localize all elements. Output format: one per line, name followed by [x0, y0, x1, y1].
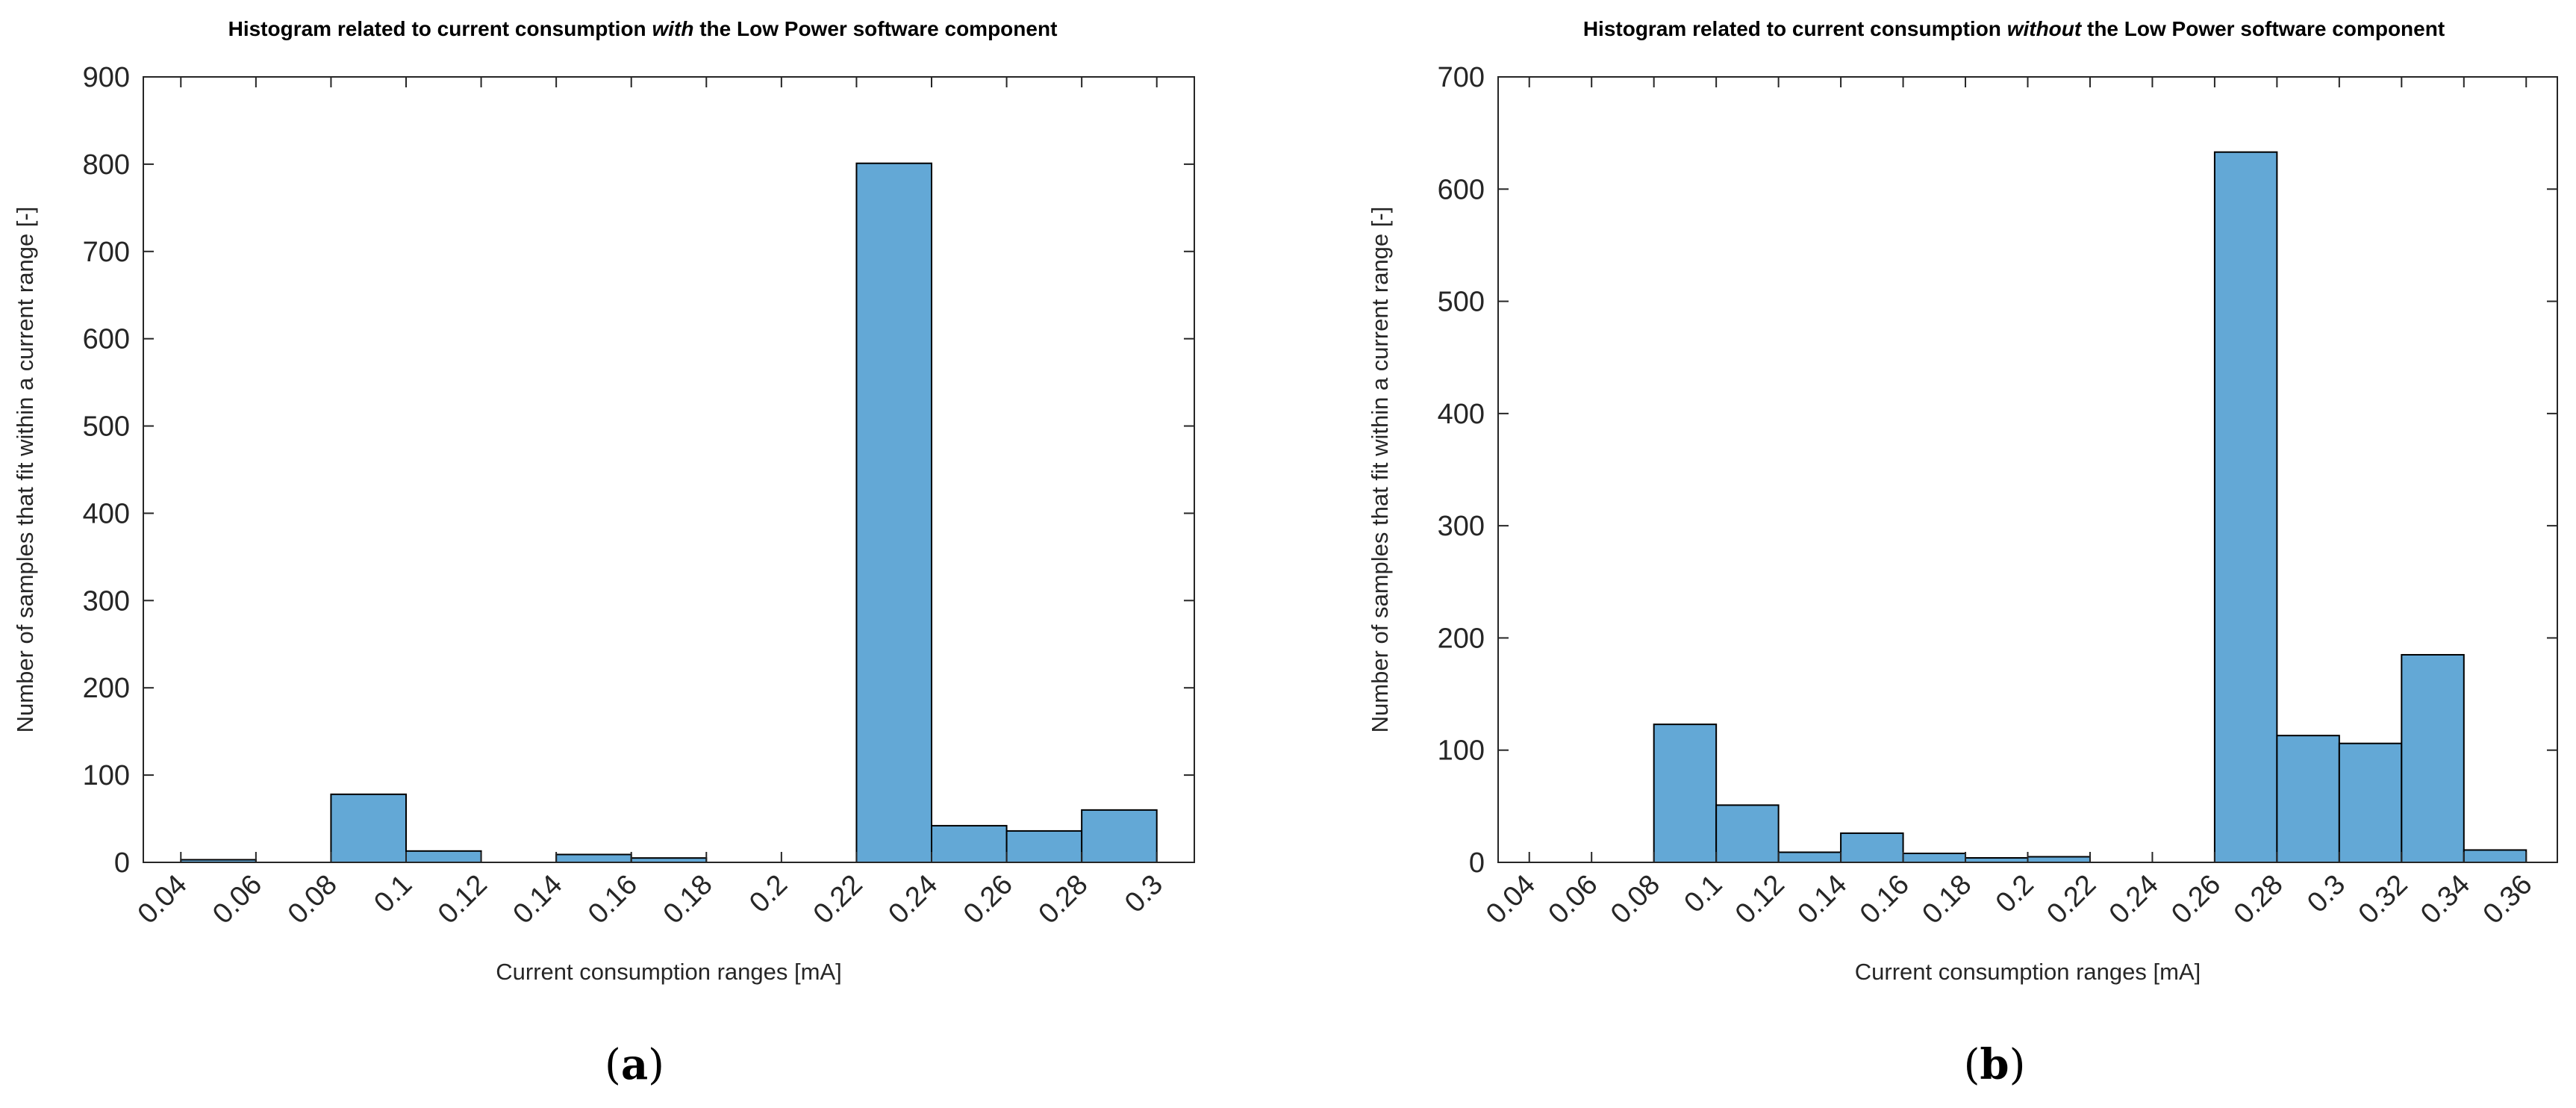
- x-tick-label: 0.16: [582, 869, 643, 930]
- caption-letter: b: [1980, 1040, 2009, 1089]
- x-tick-label: 0.04: [1480, 869, 1541, 930]
- histogram-panel-a: Histogram related to current consumption…: [12, 17, 1195, 1089]
- x-tick-label: 0.08: [1605, 869, 1666, 930]
- histogram-bar: [555, 853, 632, 863]
- histogram-bar: [405, 850, 482, 863]
- x-tick-label: 0.06: [207, 869, 268, 930]
- chart-title: Histogram related to current consumption…: [1583, 17, 2445, 40]
- y-tick-label: 300: [1438, 511, 1485, 542]
- x-axis-label: Current consumption ranges [mA]: [1855, 959, 2201, 985]
- y-tick-label: 700: [1438, 62, 1485, 93]
- y-tick-label: 500: [1438, 287, 1485, 318]
- histogram-bar: [330, 793, 407, 863]
- x-tick-label: 0.1: [1678, 869, 1728, 919]
- x-tick-label: 0.04: [132, 869, 193, 930]
- x-tick-label: 0.18: [1916, 869, 1977, 930]
- x-tick-label: 0.2: [1990, 869, 2040, 919]
- y-tick-label: 0: [1469, 847, 1485, 879]
- y-tick-label: 600: [83, 324, 130, 355]
- histogram-bar: [855, 162, 933, 864]
- histogram-panel-b: Histogram related to current consumption…: [1367, 17, 2558, 1089]
- y-tick-label: 100: [1438, 735, 1485, 767]
- histogram-bar: [1715, 804, 1780, 863]
- y-axis-label: Number of samples that fit within a curr…: [12, 207, 38, 733]
- x-tick-label: 0.1: [368, 869, 418, 919]
- x-tick-label: 0.3: [2301, 869, 2351, 919]
- y-tick-label: 600: [1438, 174, 1485, 205]
- x-tick-label: 0.26: [2165, 869, 2227, 930]
- x-tick-label: 0.24: [882, 869, 944, 930]
- x-tick-label: 0.34: [2415, 869, 2476, 930]
- caption-letter: a: [621, 1040, 648, 1089]
- histogram-bar: [2027, 856, 2091, 864]
- x-tick-label: 0.22: [2041, 869, 2102, 930]
- histogram-bar: [2463, 849, 2527, 864]
- y-tick-label: 500: [83, 411, 130, 443]
- panel-caption: (a): [605, 1040, 664, 1089]
- x-tick-label: 0.12: [432, 869, 493, 930]
- x-tick-label: 0.06: [1543, 869, 1604, 930]
- x-tick-label: 0.16: [1854, 869, 1915, 930]
- x-tick-label: 0.26: [958, 869, 1019, 930]
- panel-caption: (b): [1964, 1040, 2026, 1089]
- y-tick-label: 200: [1438, 623, 1485, 654]
- chart-title-part: the Low Power software component: [693, 17, 1057, 40]
- histogram-bar: [931, 824, 1008, 863]
- x-tick-label: 0.14: [1791, 869, 1853, 930]
- y-tick-label: 400: [83, 498, 130, 529]
- chart-title-emphasis: with: [652, 17, 693, 40]
- chart-title-part: Histogram related to current consumption: [1583, 17, 2007, 40]
- x-axis-label: Current consumption ranges [mA]: [496, 959, 842, 985]
- histogram-bar: [1902, 852, 1967, 864]
- x-tick-label: 0.28: [2228, 869, 2289, 930]
- x-tick-label: 0.18: [658, 869, 719, 930]
- caption-paren: (: [605, 1041, 621, 1089]
- chart-title-part: the Low Power software component: [2081, 17, 2445, 40]
- y-tick-label: 300: [83, 585, 130, 617]
- x-tick-label: 0.12: [1730, 869, 1791, 930]
- y-axis-label: Number of samples that fit within a curr…: [1367, 207, 1393, 733]
- y-tick-label: 700: [83, 237, 130, 268]
- y-tick-label: 200: [83, 673, 130, 704]
- histogram-bar: [2401, 653, 2465, 863]
- histogram-bar: [1653, 723, 1718, 863]
- x-tick-label: 0.08: [282, 869, 343, 930]
- chart-title-part: Histogram related to current consumption: [228, 17, 652, 40]
- x-tick-label: 0.36: [2477, 869, 2539, 930]
- chart-title-emphasis: without: [2007, 17, 2083, 40]
- x-tick-label: 0.28: [1033, 869, 1094, 930]
- histogram-bar: [2213, 151, 2278, 864]
- y-tick-label: 100: [83, 760, 130, 791]
- x-tick-label: 0.14: [508, 869, 569, 930]
- y-tick-label: 900: [83, 62, 130, 93]
- caption-paren: (: [1964, 1041, 1980, 1089]
- histogram-bar: [1777, 851, 1842, 863]
- caption-paren: ): [2009, 1041, 2026, 1089]
- axes-box: [143, 76, 1195, 863]
- histogram-bar: [1005, 830, 1083, 864]
- chart-title: Histogram related to current consumption…: [228, 17, 1058, 40]
- histogram-bar: [1840, 832, 1904, 863]
- caption-paren: ): [648, 1041, 664, 1089]
- x-tick-label: 0.2: [743, 869, 793, 919]
- x-tick-label: 0.24: [2103, 869, 2165, 930]
- y-tick-label: 0: [114, 847, 130, 879]
- x-tick-label: 0.3: [1119, 869, 1169, 919]
- x-tick-label: 0.22: [808, 869, 869, 930]
- y-tick-label: 400: [1438, 399, 1485, 430]
- x-tick-label: 0.32: [2353, 869, 2414, 930]
- histogram-bar: [1081, 809, 1158, 864]
- histogram-bar: [2276, 735, 2340, 863]
- y-tick-label: 800: [83, 149, 130, 181]
- histogram-bar: [2338, 742, 2403, 863]
